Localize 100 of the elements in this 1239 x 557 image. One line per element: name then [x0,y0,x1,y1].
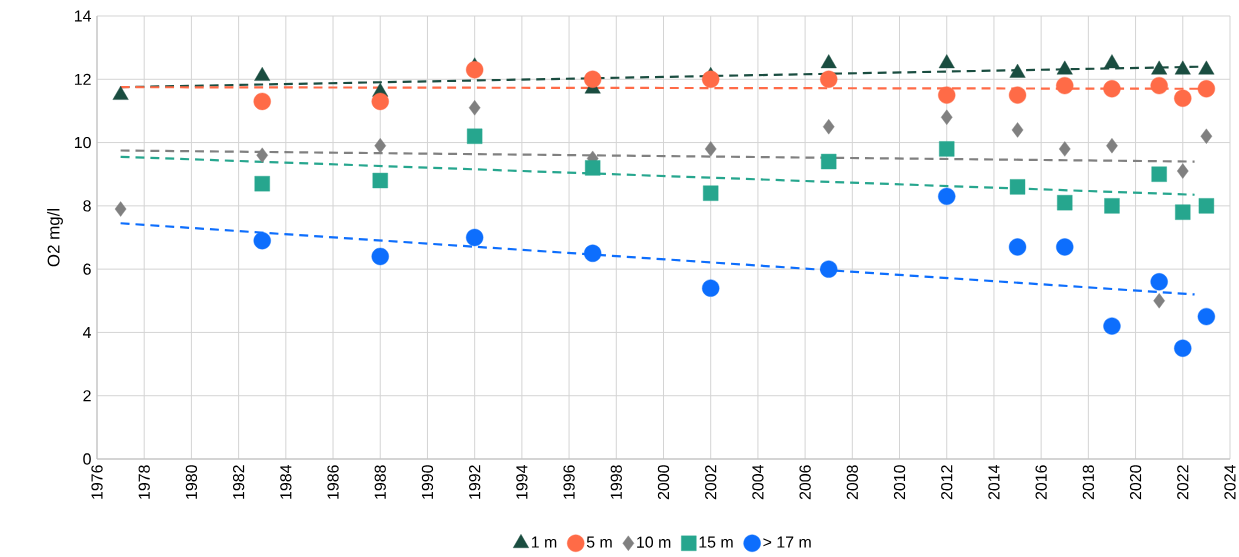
x-tick-label: 2000 [657,465,670,500]
x-tick-label: 2010 [893,465,906,500]
legend-label: 10 m [637,536,671,548]
point [585,160,601,176]
y-tick-label: 14 [74,10,92,22]
point [468,100,481,116]
point [112,85,129,100]
y-tick-label: 6 [83,263,91,275]
x-tick-label: 1996 [563,465,575,499]
x-tick-label: 2006 [799,465,811,500]
point [1056,76,1074,95]
point [1150,273,1168,291]
x-tick-label: 2014 [988,464,1000,500]
legend-label: > 17 m [763,536,811,548]
x-tick-label: 2012 [941,465,953,500]
point [820,70,838,88]
point [254,66,271,81]
point [1175,204,1191,220]
point [371,92,389,111]
point [1008,86,1027,104]
point [821,153,837,170]
x-tick-label: 1998 [610,465,622,499]
point [938,86,956,104]
point [1011,122,1024,138]
x-tick-label: 1994 [516,464,528,499]
x-tick-label: 1984 [280,464,292,499]
point [254,176,270,192]
x-tick-label: 1992 [469,465,481,499]
point [1008,238,1027,256]
legend-label: 1 m [531,536,557,548]
point [1200,128,1213,144]
point [1174,60,1191,75]
point [702,70,720,88]
y-tick-label: 0 [83,453,91,465]
point [1009,63,1026,78]
point [938,187,956,206]
x-tick-label: 1982 [232,465,245,499]
point [822,119,835,135]
x-tick-label: 1976 [91,465,103,499]
point [1198,198,1215,214]
y-tick-label: 10 [74,136,91,149]
point [374,138,387,154]
point [939,141,955,157]
point [1150,76,1168,95]
point [371,247,389,266]
point [256,147,269,163]
point [1151,166,1167,182]
x-tick-label: 1990 [421,465,434,499]
point [253,232,271,250]
point [1104,54,1120,69]
legend-label: 5 m [586,536,612,548]
point [1104,198,1120,214]
point [1197,307,1216,326]
point [1176,163,1189,179]
point [1151,60,1168,75]
point [372,172,388,189]
point [940,109,953,125]
legend-label: 15 m [699,536,733,548]
y-tick-label: 12 [74,73,91,85]
x-tick-label: 2024 [1224,464,1236,500]
y-tick-label: 2 [83,390,91,402]
point [1103,317,1121,335]
point [1106,138,1118,154]
y-tick-label: 8 [83,200,91,212]
point [253,92,271,111]
point [1058,141,1071,157]
x-tick-label: 2002 [705,465,717,500]
point [820,54,837,69]
point [465,228,484,247]
x-tick-label: 1986 [327,465,339,499]
point [703,185,719,201]
point [1153,293,1165,309]
point [1056,60,1073,75]
x-tick-label: 2018 [1082,465,1094,500]
point [820,260,838,278]
x-tick-label: 2020 [1129,465,1142,500]
point [1009,179,1026,195]
point [1057,195,1073,211]
point [704,141,717,157]
x-tick-label: 2004 [752,464,764,500]
point [1056,238,1074,256]
point [1197,80,1216,98]
y-axis-title: O2 mg/l [47,209,63,267]
point [465,61,484,79]
point [466,128,483,144]
point [702,279,720,297]
x-tick-label: 2022 [1177,465,1189,500]
x-tick-label: 1980 [185,465,198,499]
point [584,244,602,262]
y-tick-label: 4 [82,326,92,338]
point [114,201,127,217]
x-tick-label: 1978 [138,465,150,499]
point [1174,89,1192,107]
point [1103,80,1121,98]
x-tick-label: 2008 [846,465,858,500]
point [938,54,955,69]
point [1174,339,1192,357]
x-tick-label: 1988 [374,465,386,499]
point [1198,60,1215,75]
x-tick-label: 2016 [1035,465,1047,500]
